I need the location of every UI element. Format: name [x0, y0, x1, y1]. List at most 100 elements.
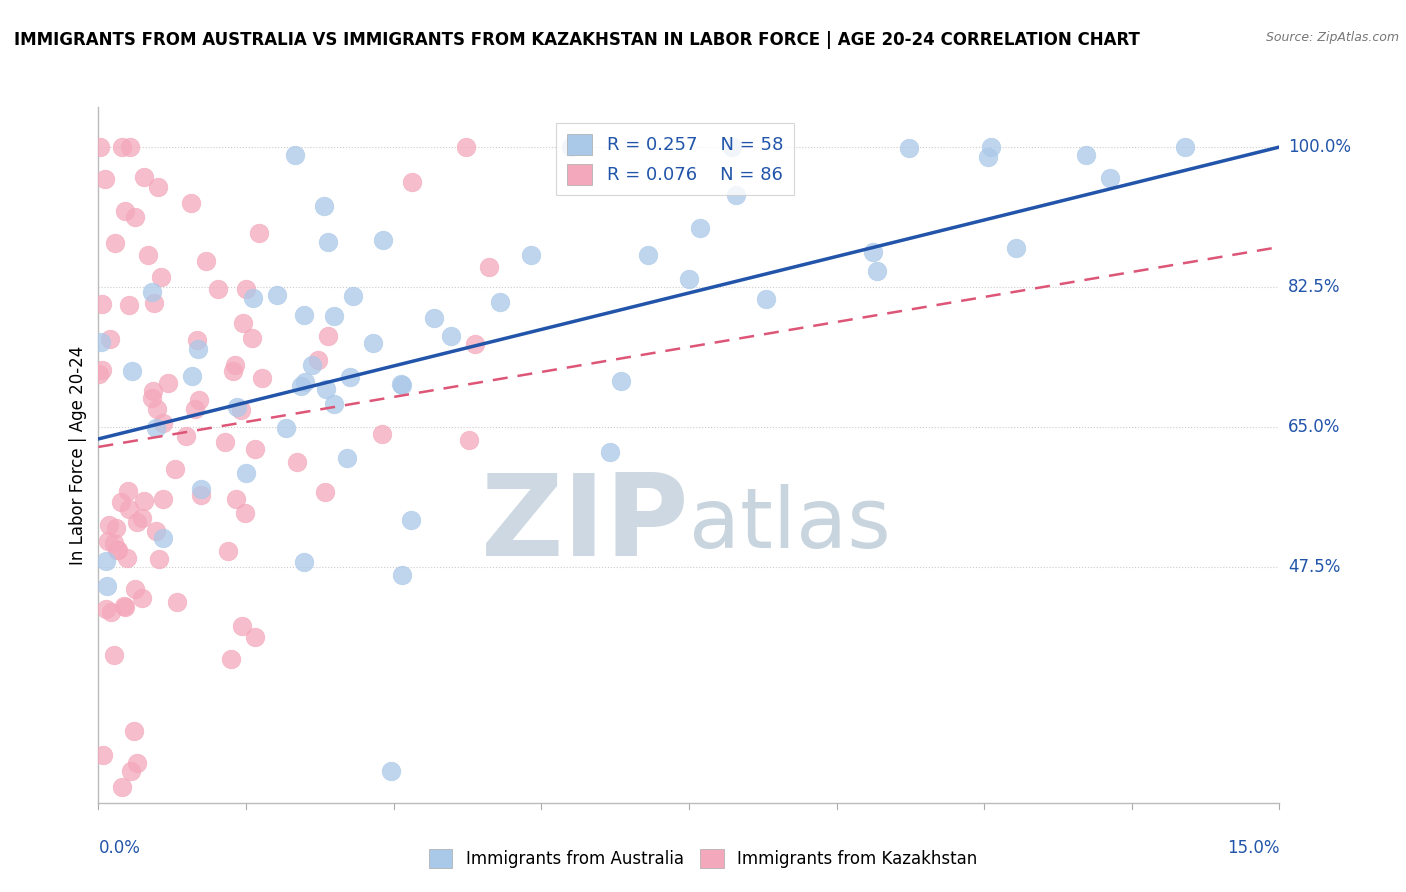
Point: [464, 336, 486, 351]
Point: [132, 493, 155, 508]
Point: [315, 382, 337, 396]
Point: [401, 513, 423, 527]
Point: [190, 482, 212, 496]
Point: [243, 630, 266, 644]
Point: [314, 485, 336, 500]
Point: [118, 297, 141, 311]
Point: [136, 247, 159, 261]
Point: [520, 248, 543, 262]
Point: [245, 442, 267, 457]
Text: atlas: atlas: [689, 484, 890, 565]
Point: [1098, 171, 1121, 186]
Point: [361, 336, 384, 351]
Point: [96, 579, 118, 593]
Point: [89, 140, 111, 154]
Point: [290, 378, 312, 392]
Point: [339, 370, 361, 384]
Point: [184, 401, 207, 416]
Point: [897, 141, 920, 155]
Point: [423, 310, 446, 325]
Point: [121, 364, 143, 378]
Point: [111, 780, 134, 794]
Point: [458, 433, 481, 447]
Point: [174, 429, 197, 443]
Point: [114, 204, 136, 219]
Point: [371, 427, 394, 442]
Point: [188, 393, 211, 408]
Point: [91, 362, 114, 376]
Text: Source: ZipAtlas.com: Source: ZipAtlas.com: [1265, 31, 1399, 45]
Point: [222, 364, 245, 378]
Point: [207, 282, 229, 296]
Point: [225, 400, 247, 414]
Point: [454, 140, 477, 154]
Point: [134, 170, 156, 185]
Point: [235, 282, 257, 296]
Point: [114, 600, 136, 615]
Point: [105, 521, 128, 535]
Point: [242, 291, 264, 305]
Point: [115, 551, 138, 566]
Point: [229, 403, 252, 417]
Point: [100, 605, 122, 619]
Point: [637, 248, 659, 262]
Point: [194, 253, 217, 268]
Point: [122, 723, 145, 738]
Point: [187, 342, 209, 356]
Point: [104, 235, 127, 250]
Point: [225, 492, 247, 507]
Point: [152, 416, 174, 430]
Point: [112, 599, 135, 614]
Point: [124, 210, 146, 224]
Point: [314, 199, 336, 213]
Point: [977, 151, 1000, 165]
Point: [252, 370, 274, 384]
Point: [190, 488, 212, 502]
Point: [391, 568, 413, 582]
Point: [1174, 140, 1197, 154]
Point: [866, 264, 889, 278]
Point: [232, 316, 254, 330]
Point: [146, 401, 169, 416]
Text: IMMIGRANTS FROM AUSTRALIA VS IMMIGRANTS FROM KAZAKHSTAN IN LABOR FORCE | AGE 20-: IMMIGRANTS FROM AUSTRALIA VS IMMIGRANTS …: [14, 31, 1140, 49]
Y-axis label: In Labor Force | Age 20-24: In Labor Force | Age 20-24: [69, 345, 87, 565]
Point: [233, 506, 256, 520]
Point: [110, 494, 132, 508]
Point: [152, 531, 174, 545]
Point: [93, 172, 115, 186]
Point: [89, 367, 111, 381]
Point: [219, 652, 242, 666]
Point: [98, 332, 121, 346]
Point: [560, 140, 582, 154]
Legend: Immigrants from Australia, Immigrants from Kazakhstan: Immigrants from Australia, Immigrants fr…: [422, 842, 984, 875]
Point: [440, 329, 463, 343]
Point: [342, 288, 364, 302]
Point: [131, 591, 153, 605]
Point: [111, 140, 134, 154]
Point: [103, 648, 125, 662]
Text: ZIP: ZIP: [481, 469, 689, 580]
Point: [165, 462, 187, 476]
Point: [118, 140, 141, 154]
Point: [292, 308, 315, 322]
Point: [755, 292, 778, 306]
Point: [284, 148, 307, 162]
Point: [240, 331, 263, 345]
Point: [980, 140, 1002, 154]
Point: [96, 554, 118, 568]
Point: [90, 335, 112, 350]
Point: [247, 226, 270, 240]
Text: 0.0%: 0.0%: [98, 838, 141, 857]
Legend: R = 0.257    N = 58, R = 0.076    N = 86: R = 0.257 N = 58, R = 0.076 N = 86: [557, 123, 794, 195]
Point: [150, 270, 173, 285]
Text: 15.0%: 15.0%: [1227, 838, 1279, 857]
Point: [235, 466, 257, 480]
Point: [336, 450, 359, 465]
Point: [307, 353, 329, 368]
Point: [107, 543, 129, 558]
Point: [231, 619, 253, 633]
Point: [166, 595, 188, 609]
Point: [180, 196, 202, 211]
Point: [689, 220, 711, 235]
Point: [96, 601, 118, 615]
